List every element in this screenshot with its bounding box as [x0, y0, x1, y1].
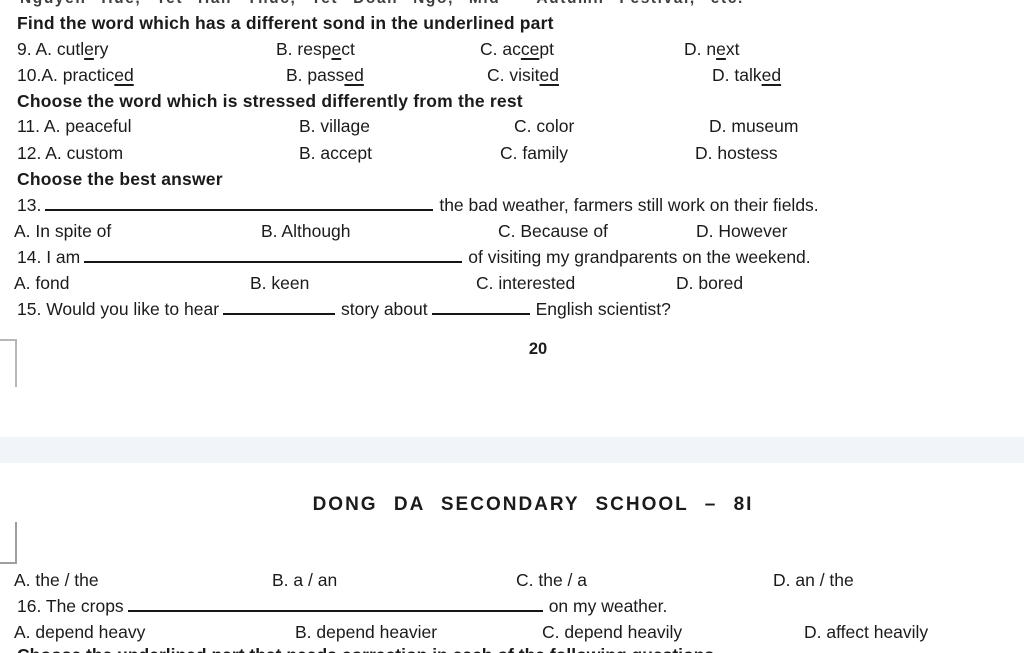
q9-option-c: C. accept	[480, 39, 554, 59]
question-15-sentence: 15. Would you like to hear story about Eng…	[17, 299, 671, 319]
q14-option-b: B. keen	[250, 273, 310, 293]
q9-option-d: D. next	[684, 39, 740, 59]
q13-option-a: A. In spite of	[14, 221, 112, 241]
q14-option-c: C. interested	[476, 273, 576, 293]
top-cut-text: Nguyen Hue, Tet Han Thuc, Tet Doan Ngo, …	[20, 0, 744, 8]
answer-blank	[45, 196, 434, 211]
q10-option-c: C. visited	[487, 65, 559, 85]
q12-option-c: C. family	[500, 143, 569, 163]
question-10-row: 10.A. practiced B. passed C. visited D. …	[0, 63, 1024, 87]
q14-option-d: D. bored	[676, 273, 744, 293]
bottom-cut-text: Choose the underlined part that needs co…	[17, 645, 714, 653]
q16-option-a: A. depend heavy	[14, 622, 146, 642]
q12-option-b: B. accept	[299, 143, 372, 163]
q15-option-d: D. an / the	[773, 570, 854, 590]
q12-option-a: 12. A. custom	[17, 143, 124, 163]
crop-mark-top	[0, 339, 17, 387]
crop-mark-bottom	[0, 522, 17, 564]
q10-option-b: B. passed	[286, 65, 364, 85]
q14-option-a: A. fond	[14, 273, 70, 293]
q9-option-a: 9. A. cutlery	[17, 39, 109, 59]
q9-option-b: B. respect	[276, 39, 355, 59]
page-number: 20	[528, 340, 548, 358]
q16-option-b: B. depend heavier	[295, 622, 438, 642]
q10-option-a: 10.A. practiced	[17, 65, 134, 85]
school-title: DONG DA SECONDARY SCHOOL – 8I	[312, 494, 754, 515]
question-16-sentence: 16. The crops on my weather.	[17, 596, 668, 616]
question-13-options-row: A. In spite of B. Although C. Because of…	[0, 219, 1024, 243]
q11-option-a: 11. A. peaceful	[17, 116, 132, 136]
section-heading-different-sound: Find the word which has a different sond…	[17, 13, 554, 33]
section-heading-stress: Choose the word which is stressed differ…	[17, 91, 523, 111]
q13-option-d: D. However	[696, 221, 788, 241]
question-9-row: 9. A. cutlery B. respect C. accept D. ne…	[0, 37, 1024, 61]
question-15-options-row: A. the / the B. a / an C. the / a D. an …	[0, 568, 1024, 592]
q13-option-c: C. Because of	[498, 221, 608, 241]
question-11-row: 11. A. peaceful B. village C. color D. m…	[0, 114, 1024, 138]
q11-option-b: B. village	[299, 116, 371, 136]
q13-option-b: B. Although	[261, 221, 351, 241]
answer-blank	[127, 597, 543, 612]
q11-option-c: C. color	[514, 116, 575, 136]
question-16-options-row: A. depend heavy B. depend heavier C. dep…	[0, 620, 1024, 644]
q16-option-c: C. depend heavily	[542, 622, 683, 642]
section-heading-best-answer: Choose the best answer	[17, 169, 223, 189]
answer-blank	[84, 248, 463, 263]
separator-band	[0, 437, 1024, 463]
q15-option-a: A. the / the	[14, 570, 99, 590]
q16-option-d: D. affect heavily	[804, 622, 929, 642]
question-14-sentence: 14. I am of visiting my grandparents on t…	[17, 247, 811, 267]
q15-option-b: B. a / an	[272, 570, 338, 590]
q10-option-d: D. talked	[712, 65, 782, 85]
q12-option-d: D. hostess	[695, 143, 778, 163]
question-13-sentence: 13. the bad weather, farmers still work o…	[17, 195, 819, 215]
q15-option-c: C. the / a	[516, 570, 588, 590]
question-14-options-row: A. fond B. keen C. interested D. bored	[0, 271, 1024, 295]
question-12-row: 12. A. custom B. accept C. family D. hos…	[0, 141, 1024, 165]
q11-option-d: D. museum	[709, 116, 799, 136]
answer-blank	[223, 300, 336, 315]
answer-blank	[431, 300, 530, 315]
